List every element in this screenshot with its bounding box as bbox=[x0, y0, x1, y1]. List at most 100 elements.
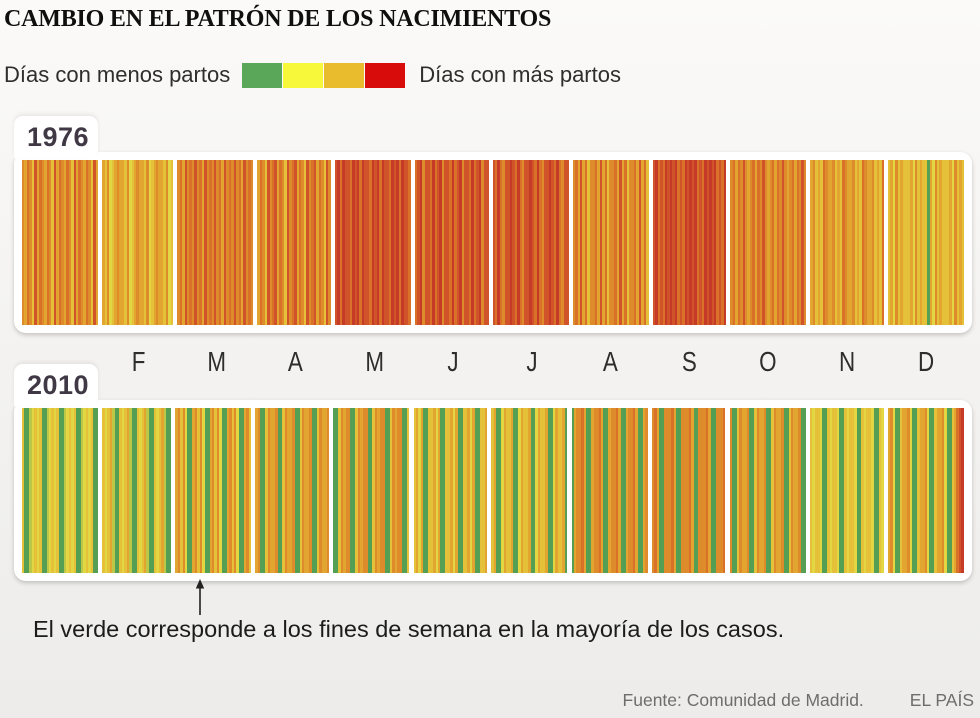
day-bar bbox=[354, 160, 357, 325]
day-bar bbox=[542, 408, 546, 573]
month-segment bbox=[729, 408, 806, 573]
day-bar bbox=[447, 408, 451, 573]
day-bar bbox=[856, 160, 860, 325]
day-bar bbox=[216, 160, 219, 325]
day-bar bbox=[874, 160, 877, 325]
day-bar bbox=[887, 160, 891, 325]
day-bar bbox=[844, 408, 847, 573]
day-bar bbox=[878, 408, 882, 573]
day-bar bbox=[466, 160, 469, 325]
day-bar bbox=[844, 160, 848, 325]
day-bar bbox=[29, 160, 32, 325]
day-bar bbox=[119, 408, 122, 573]
day-bar bbox=[621, 160, 625, 325]
month-segment bbox=[651, 408, 726, 573]
day-bar bbox=[599, 160, 603, 325]
day-bar bbox=[825, 160, 828, 325]
day-bar bbox=[676, 408, 679, 573]
day-bar bbox=[194, 160, 197, 325]
day-bar bbox=[236, 160, 239, 325]
day-bar bbox=[881, 408, 884, 573]
day-bar bbox=[951, 408, 954, 573]
day-bar bbox=[371, 160, 375, 325]
day-bar bbox=[954, 160, 957, 325]
day-bar bbox=[440, 408, 443, 573]
day-bar bbox=[602, 160, 605, 325]
day-bar bbox=[469, 408, 473, 573]
month-segment bbox=[413, 408, 488, 573]
day-bar bbox=[206, 160, 210, 325]
day-bar bbox=[812, 408, 815, 573]
day-bar bbox=[298, 160, 302, 325]
day-bar bbox=[472, 408, 475, 573]
day-bar bbox=[41, 160, 45, 325]
day-bar bbox=[267, 408, 271, 573]
day-bar bbox=[318, 160, 322, 325]
day-bar bbox=[535, 408, 538, 573]
day-bar bbox=[796, 160, 799, 325]
day-bar bbox=[720, 408, 723, 573]
day-bar bbox=[851, 408, 855, 573]
day-bar bbox=[403, 160, 407, 325]
day-bar bbox=[722, 408, 726, 573]
day-bar bbox=[759, 408, 762, 573]
day-bar bbox=[696, 160, 700, 325]
day-bar bbox=[437, 160, 440, 325]
day-bar bbox=[71, 160, 74, 325]
day-bar bbox=[677, 160, 680, 325]
day-bar bbox=[413, 408, 416, 573]
day-bar bbox=[742, 160, 746, 325]
day-bar bbox=[864, 160, 867, 325]
day-bar bbox=[949, 160, 952, 325]
day-bar bbox=[641, 160, 644, 325]
day-bar bbox=[822, 160, 826, 325]
day-bar bbox=[910, 160, 913, 325]
day-bar bbox=[216, 408, 220, 573]
day-bar bbox=[66, 160, 69, 325]
day-bar bbox=[420, 408, 424, 573]
day-bar bbox=[563, 160, 567, 325]
day-bar bbox=[597, 160, 600, 325]
birth-strip-2010 bbox=[22, 408, 964, 573]
day-bar bbox=[209, 160, 212, 325]
day-bar bbox=[68, 160, 72, 325]
day-bar bbox=[284, 160, 287, 325]
day-bar bbox=[798, 160, 802, 325]
day-bar bbox=[640, 408, 643, 573]
day-bar bbox=[655, 160, 658, 325]
day-bar bbox=[881, 160, 884, 325]
day-bar bbox=[455, 408, 458, 573]
day-bar bbox=[61, 160, 64, 325]
day-bar bbox=[51, 160, 54, 325]
day-bar bbox=[66, 408, 69, 573]
day-bar bbox=[345, 408, 348, 573]
day-bar bbox=[289, 408, 293, 573]
day-bar bbox=[781, 408, 784, 573]
day-bar bbox=[769, 160, 772, 325]
day-bar bbox=[44, 160, 47, 325]
day-bar bbox=[839, 160, 843, 325]
day-bar bbox=[73, 160, 76, 325]
day-bar bbox=[546, 160, 549, 325]
day-bar bbox=[417, 160, 420, 325]
day-bar bbox=[657, 160, 661, 325]
day-bar bbox=[311, 160, 314, 325]
day-bar bbox=[810, 160, 813, 325]
day-bar bbox=[632, 408, 636, 573]
month-label-6: J bbox=[447, 346, 459, 377]
day-bar bbox=[148, 160, 152, 325]
day-bar bbox=[584, 160, 588, 325]
day-bar bbox=[189, 160, 192, 325]
month-segment bbox=[491, 408, 568, 573]
day-bar bbox=[611, 160, 615, 325]
day-bar bbox=[566, 160, 569, 325]
day-bar bbox=[250, 160, 254, 325]
day-bar bbox=[41, 408, 45, 573]
day-bar bbox=[187, 160, 190, 325]
day-bar bbox=[836, 408, 840, 573]
day-bar bbox=[711, 160, 715, 325]
day-bar bbox=[234, 408, 237, 573]
day-bar bbox=[660, 160, 663, 325]
day-bar bbox=[615, 408, 619, 573]
month-segment bbox=[255, 408, 330, 573]
